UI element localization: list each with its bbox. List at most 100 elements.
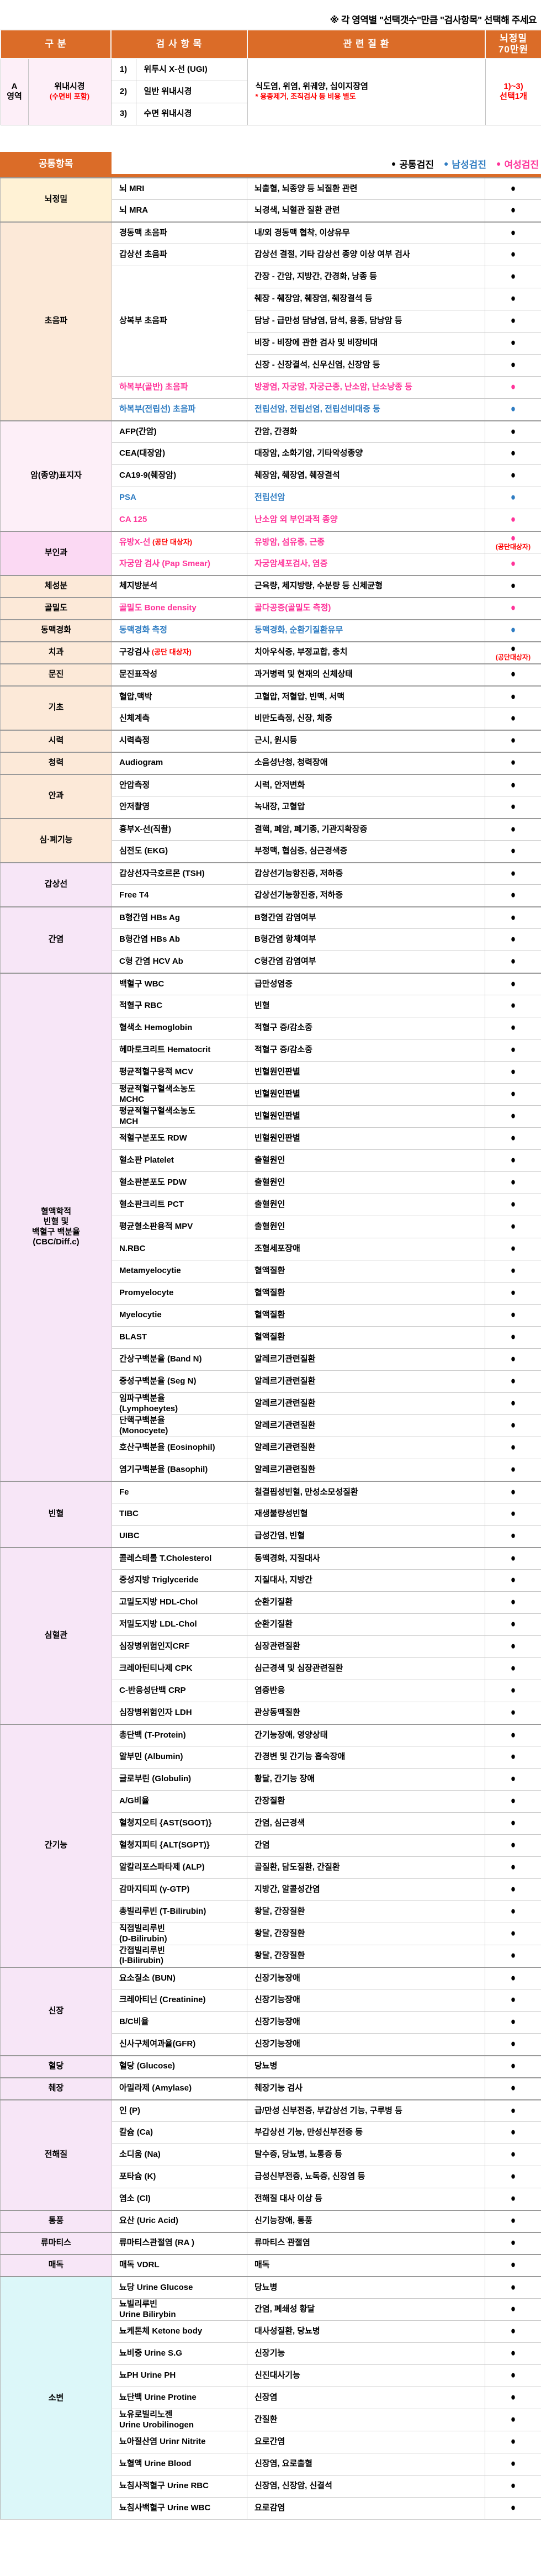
target-dot-icon: ● (510, 1066, 516, 1078)
target-dot-cell: ● (485, 2387, 541, 2409)
target-dot-cell: ● (485, 2209, 541, 2232)
exam-item-text: 심장병위험인지CRF (119, 1641, 190, 1651)
legend-label: 남성검진 (452, 159, 486, 170)
exam-item-text: UIBC (119, 1531, 140, 1541)
table-row: 혈청지오티 {AST(SGOT)} 간염, 심근경색 ● (1, 1812, 541, 1835)
related-disease: 전해질 대사 이상 등 (247, 2188, 485, 2210)
table-row: 하복부(골반) 초음파 방광염, 자궁암, 자궁근종, 난소암, 난소낭종 등 ● (1, 376, 541, 399)
table-row: 총빌리루빈 (T-Bilirubin) 황달, 간장질환 ● (1, 1901, 541, 1923)
checkup-sheet: ※ 각 영역별 "선택갯수"만큼 "검사항목" 선택해 주세요 구 분 검 사 … (0, 15, 541, 2520)
related-disease: 급/만성 신부전증, 부갑상선 기능, 구루병 등 (247, 2099, 485, 2122)
exam-item-text: 혈청지오티 {AST(SGOT)} (119, 1818, 212, 1828)
exam-item: 중성지방 Triglyceride (112, 1569, 247, 1592)
target-dot-icon: ● (510, 1529, 516, 1542)
target-dot-icon: ● (510, 2215, 516, 2227)
exam-item-text: Promyelocyte (119, 1288, 174, 1298)
target-dot-cell: ● (485, 288, 541, 310)
exam-item: 혈청지피티 {ALT(SGPT)} (112, 1834, 247, 1857)
target-dot-icon: ● (510, 2414, 516, 2426)
table-row: 문진 문진표작성 과거병력 및 현재의 신체상태 ● (0, 663, 541, 686)
exam-item-text: Free T4 (119, 890, 149, 900)
exam-item-text: 유방X-선 (119, 537, 151, 547)
table-row: 뇨비중 Urine S.G 신장기능 ● (1, 2342, 541, 2365)
section-label: 신장 (0, 1966, 112, 2056)
exam-item: A/G비율 (112, 1790, 247, 1813)
target-dot-cell: ● (485, 2320, 541, 2343)
related-disease: 신장기능장애 (247, 1989, 485, 2012)
table-row: 포타슘 (K) 급성신부전증, 뇨독증, 신장염 등 ● (1, 2166, 541, 2188)
target-dot-cell: ● (485, 177, 541, 200)
disease-text: 식도염, 위염, 위궤양, 십이지장염 (255, 81, 368, 91)
target-dot-cell: ● (485, 376, 541, 399)
nhis-target-note: (공단 대상자) (150, 648, 192, 657)
target-dot-cell: ● (485, 1326, 541, 1349)
related-disease: C형간염 감염여부 (247, 951, 485, 973)
selection-instruction-note: ※ 각 영역별 "선택갯수"만큼 "검사항목" 선택해 주세요 (330, 15, 537, 25)
table-row: 단핵구백분율 (Monocyete) 알레르기관련질환 ● (1, 1414, 541, 1437)
exam-item-text: 뇨비중 Urine S.G (119, 2348, 182, 2358)
target-dot-icon: ● (510, 381, 516, 393)
table-row: Promyelocyte 혈액질환 ● (1, 1282, 541, 1305)
exam-item-text: 경동맥 초음파 (119, 228, 167, 237)
exam-item-text: 간상구백분율 (Band N) (119, 1354, 202, 1364)
related-disease: B형간염 감염여부 (247, 906, 485, 929)
target-dot-icon: ● (510, 1640, 516, 1653)
related-disease: 순환기질환 (247, 1591, 485, 1614)
table-row: 자궁암 검사 (Pap Smear) 자궁암세포검사, 염증 ● (1, 553, 541, 576)
table-row: 적혈구분포도 RDW 빈혈원인판별 ● (1, 1127, 541, 1150)
table-row: Myelocytie 혈액질환 ● (1, 1304, 541, 1327)
exam-item: 갑상선자극호르몬 (TSH) (112, 862, 247, 885)
related-disease: 소음성난청, 청력장애 (247, 751, 485, 774)
exam-item: 뇨PH Urine PH (112, 2364, 247, 2387)
exam-item: 평균적혈구혈색소농도 MCH (112, 1105, 247, 1128)
target-dot-cell: ● (485, 1966, 541, 1989)
target-dot-icon: ● (510, 889, 516, 901)
exam-item: 고밀도지방 HDL-Chol (112, 1591, 247, 1614)
target-dot-cell: ● (485, 1635, 541, 1658)
exam-item: 구강검사 (공단 대상자) (112, 641, 247, 664)
table-row: 심장병위험인자 LDH 관상동맥질환 ● (1, 1702, 541, 1724)
exam-item: 신사구체여과율(GFR) (112, 2033, 247, 2056)
table-row: 상복부 초음파 간장 - 간암, 지방간, 간경화, 낭종 등 ● (1, 266, 541, 377)
exam-item: 총단백 (T-Protein) (112, 1723, 247, 1746)
target-dot-cell: ● (485, 574, 541, 598)
exam-item: 감마지티피 (γ-GTP) (112, 1878, 247, 1901)
exam-item: 심장병위험인지CRF (112, 1635, 247, 1658)
related-disease: 신장기능장애 (247, 2033, 485, 2056)
target-dot-icon: ● (510, 933, 516, 946)
related-disease: 류마티스 관절염 (247, 2231, 485, 2255)
target-dot-icon: ● (510, 447, 516, 460)
exam-item: 뇨침사적혈구 Urine RBC (112, 2475, 247, 2498)
target-dot-icon: ● (510, 624, 516, 636)
target-dot-icon: ● (510, 2281, 516, 2293)
target-dot-cell: ● (485, 553, 541, 576)
target-dot-icon: ● (510, 779, 516, 791)
legend-label: 공통검진 (399, 159, 434, 170)
target-dot-cell: ● (485, 1348, 541, 1371)
table-row: TIBC 재생불량성빈혈 ● (1, 1503, 541, 1525)
related-disease: 빈혈원인판별 (247, 1083, 485, 1106)
exam-item-text: 시력측정 (119, 736, 150, 746)
target-dot-cell: ● (485, 2144, 541, 2166)
target-dot-cell: ● (485, 1149, 541, 1172)
exam-item: 콜레스테롤 T.Cholesterol (112, 1546, 247, 1570)
table-row: 알칼리포스파타제 (ALP) 골질환, 담도질환, 간질환 ● (1, 1856, 541, 1879)
target-dot-cell: ● (485, 1723, 541, 1746)
target-dot-icon: ● (510, 668, 516, 680)
exam-item-text: B형간염 HBs Ab (119, 935, 181, 944)
exam-item: 염기구백분율 (Basophil) (112, 1459, 247, 1481)
related-disease: 자궁암세포검사, 염증 (247, 553, 485, 576)
target-dot-cell: ● (485, 1525, 541, 1548)
related-disease: 유방암, 섬유종, 근종 (247, 530, 485, 553)
table-row: C-반응성단백 CRP 염증반응 ● (1, 1680, 541, 1702)
target-dot-cell: ● (485, 2342, 541, 2365)
target-dot-cell: ● (485, 597, 541, 620)
exam-item-text: 크레아티닌 (Creatinine) (119, 1995, 206, 2005)
target-dot-icon: ● (510, 1949, 516, 1962)
target-dot-icon: ● (510, 2325, 516, 2337)
related-disease: 빈혈원인판별 (247, 1105, 485, 1128)
target-dot-cell: ● (485, 2231, 541, 2255)
exam-item-text: B/C비율 (119, 2017, 149, 2027)
target-dot-icon: ● (510, 1706, 516, 1719)
related-disease: 황달, 간기능 장애 (247, 1768, 485, 1791)
